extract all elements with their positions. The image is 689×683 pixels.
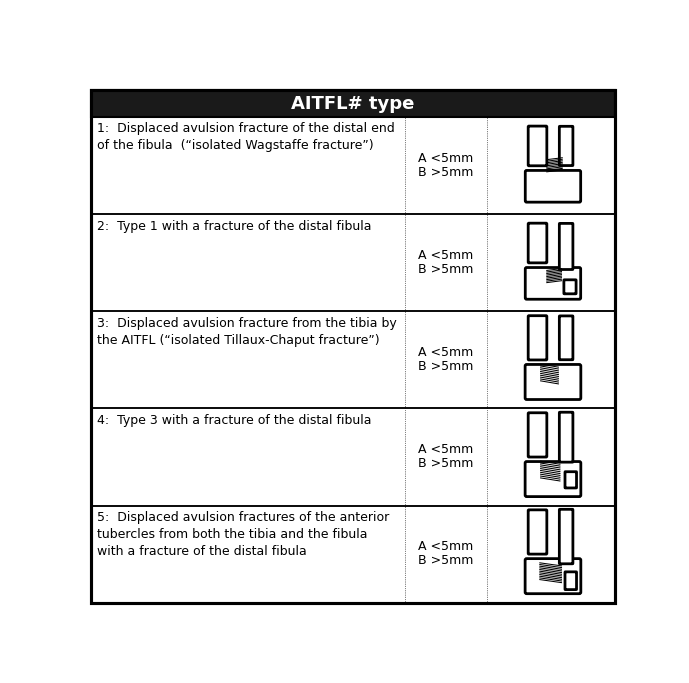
FancyBboxPatch shape [565, 472, 577, 488]
Text: 4:  Type 3 with a fracture of the distal fibula: 4: Type 3 with a fracture of the distal … [96, 414, 371, 427]
Text: 5:  Displaced avulsion fractures of the anterior
tubercles from both the tibia a: 5: Displaced avulsion fractures of the a… [96, 511, 389, 558]
FancyBboxPatch shape [525, 365, 581, 400]
Text: 3:  Displaced avulsion fracture from the tibia by
the AITFL (“isolated Tillaux-C: 3: Displaced avulsion fracture from the … [96, 317, 397, 346]
Text: 2:  Type 1 with a fracture of the distal fibula: 2: Type 1 with a fracture of the distal … [96, 219, 371, 232]
Text: A <5mm: A <5mm [418, 443, 473, 456]
FancyBboxPatch shape [528, 223, 547, 263]
Text: A <5mm: A <5mm [418, 540, 473, 553]
Text: A <5mm: A <5mm [418, 346, 473, 359]
FancyBboxPatch shape [559, 413, 573, 462]
FancyBboxPatch shape [525, 268, 581, 299]
Text: B >5mm: B >5mm [418, 457, 473, 470]
FancyBboxPatch shape [559, 223, 573, 270]
FancyBboxPatch shape [525, 559, 581, 594]
Bar [92, 90, 615, 117]
FancyBboxPatch shape [559, 510, 573, 563]
FancyBboxPatch shape [559, 316, 573, 360]
FancyBboxPatch shape [528, 316, 547, 360]
FancyBboxPatch shape [525, 462, 581, 497]
FancyBboxPatch shape [525, 171, 581, 202]
FancyBboxPatch shape [528, 126, 547, 166]
Text: A <5mm: A <5mm [418, 152, 473, 165]
Text: B >5mm: B >5mm [418, 360, 473, 373]
Text: AITFL# type: AITFL# type [291, 94, 415, 113]
FancyBboxPatch shape [528, 413, 547, 457]
FancyBboxPatch shape [559, 126, 573, 165]
FancyBboxPatch shape [564, 280, 576, 294]
Text: A <5mm: A <5mm [418, 249, 473, 262]
Text: B >5mm: B >5mm [418, 554, 473, 567]
Text: B >5mm: B >5mm [418, 165, 473, 178]
Text: B >5mm: B >5mm [418, 263, 473, 276]
FancyBboxPatch shape [565, 572, 577, 589]
Text: 1:  Displaced avulsion fracture of the distal end
of the fibula  (“isolated Wags: 1: Displaced avulsion fracture of the di… [96, 122, 395, 152]
FancyBboxPatch shape [528, 510, 547, 554]
